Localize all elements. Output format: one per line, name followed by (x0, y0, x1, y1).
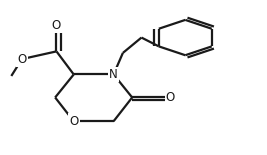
Text: O: O (69, 115, 78, 128)
Text: O: O (165, 91, 175, 104)
Text: O: O (52, 19, 61, 32)
Text: O: O (17, 53, 27, 66)
Text: N: N (109, 68, 118, 81)
